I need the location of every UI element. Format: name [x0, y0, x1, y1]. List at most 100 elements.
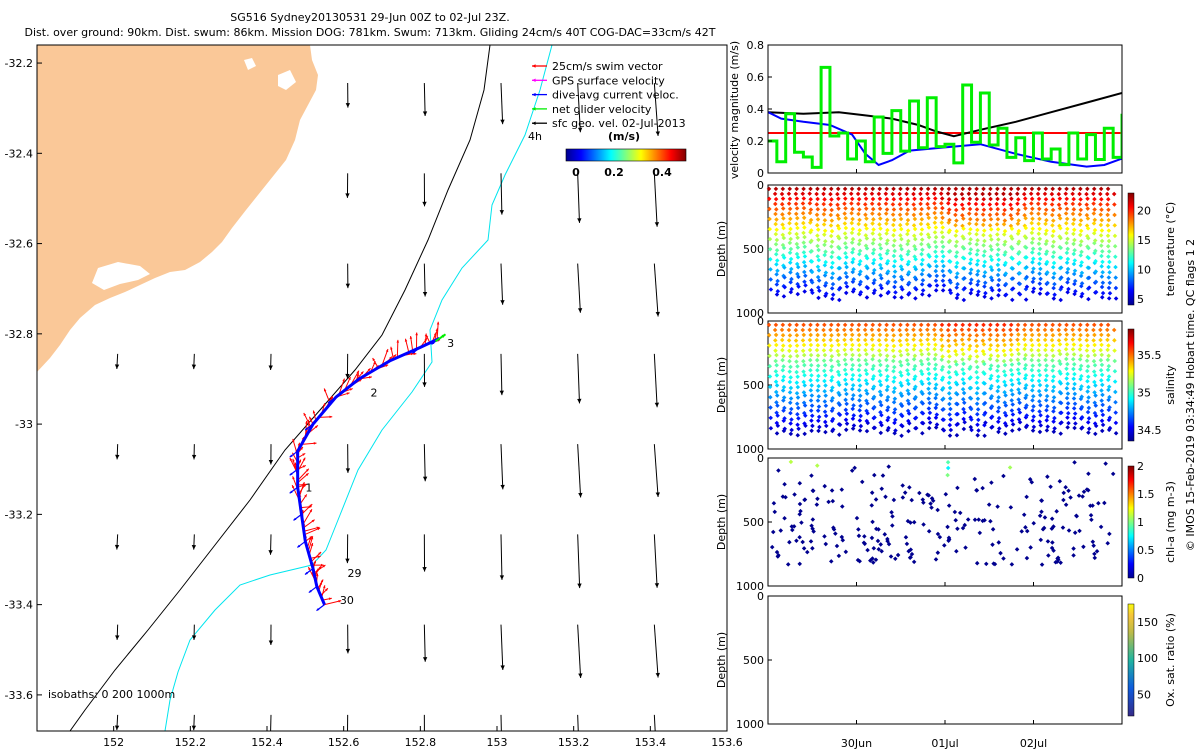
- profile-sample-mark: [782, 275, 787, 280]
- profile-sample-mark: [778, 528, 784, 533]
- profile-sample-mark: [843, 225, 849, 231]
- surface-velocity-arrow: [423, 263, 426, 297]
- profile-sample-mark: [1050, 343, 1056, 348]
- profile-sample-mark: [1096, 500, 1101, 506]
- profile-sample-mark: [1037, 409, 1042, 414]
- profile-sample-mark: [1057, 342, 1063, 347]
- profile-sample-mark: [899, 393, 905, 398]
- surface-velocity-arrow-head: [733, 672, 737, 677]
- surface-velocity-arrow-head: [422, 567, 427, 572]
- profile-sample-mark: [809, 383, 814, 388]
- profile-frame: [767, 595, 1123, 725]
- lake-shape: [278, 70, 296, 90]
- profile-sample-mark: [975, 396, 981, 402]
- profile-sample-mark: [826, 499, 831, 505]
- profile-sample-mark: [975, 375, 980, 380]
- profile-sample-mark: [824, 423, 829, 429]
- profile-sample-mark: [1030, 216, 1035, 222]
- profile-sample-mark: [774, 227, 779, 233]
- profile-sample-mark: [773, 348, 778, 353]
- profile-sample-mark: [877, 211, 882, 217]
- swim-vector-head: [436, 321, 440, 325]
- profile-sample-mark: [1070, 327, 1075, 333]
- profile-sample-mark: [1035, 327, 1041, 333]
- profile-sample-mark: [870, 186, 876, 192]
- profile-sample-mark: [940, 225, 946, 230]
- profile-sample-mark: [1017, 380, 1022, 386]
- profile-sample-mark: [933, 405, 939, 411]
- day-marker-label: 2: [371, 387, 378, 400]
- profile-sample-mark: [857, 227, 862, 233]
- profile-sample-mark: [787, 343, 793, 349]
- profile-sample-mark: [934, 254, 939, 259]
- surface-velocity-arrow-head: [422, 111, 428, 116]
- profile-sample-mark: [995, 216, 1001, 222]
- colorbar-tick-label: 50: [1137, 688, 1151, 701]
- profile-sample-mark: [913, 296, 918, 301]
- profile-sample-mark: [808, 352, 814, 358]
- profile-sample-mark: [865, 265, 870, 271]
- profile-sample-mark: [1079, 394, 1084, 399]
- profile-sample-mark: [967, 221, 972, 226]
- profile-sample-mark: [996, 395, 1001, 400]
- profile-sample-mark: [852, 465, 857, 471]
- dac-vector-head: [431, 341, 435, 345]
- profile-sample-mark: [877, 348, 882, 353]
- profile-sample-mark: [1072, 425, 1077, 431]
- profile-sample-mark: [1037, 256, 1043, 262]
- swim-vector-head: [342, 378, 345, 382]
- profile-sample-mark: [1065, 425, 1070, 430]
- profile-sample-mark: [967, 354, 973, 359]
- profile-sample-mark: [953, 222, 958, 228]
- profile-sample-mark: [1003, 260, 1008, 266]
- swim-vector-head: [292, 438, 295, 442]
- profile-sample-mark: [774, 292, 780, 297]
- profile-sample-mark: [1091, 348, 1097, 354]
- profile-sample-mark: [1071, 546, 1076, 551]
- profile-sample-mark: [933, 395, 938, 401]
- profile-sample-mark: [1063, 485, 1068, 490]
- surface-velocity-arrow-head: [114, 364, 120, 370]
- profile-sample-mark: [913, 425, 919, 431]
- profile-sample-mark: [808, 378, 813, 383]
- profile-sample-mark: [926, 416, 932, 421]
- profile-sample-mark: [886, 425, 891, 431]
- profile-sample-mark: [1036, 378, 1042, 384]
- profile-sample-mark: [906, 548, 911, 554]
- profile-sample-mark: [1066, 286, 1071, 292]
- profile-sample-mark: [768, 394, 773, 400]
- profile-sample-mark: [927, 391, 932, 396]
- profile-sample-mark: [905, 228, 911, 233]
- surface-velocity-arrow-head: [268, 365, 273, 371]
- profile-sample-mark: [1106, 228, 1112, 233]
- profile-sample-mark: [814, 212, 820, 218]
- profile-sample-mark: [884, 322, 889, 328]
- surface-velocity-arrow-head: [500, 484, 505, 490]
- profile-sample-mark: [1030, 269, 1035, 275]
- profile-sample-mark: [1056, 202, 1062, 207]
- profile-sample-mark: [1058, 361, 1063, 367]
- profile-sample-mark: [1064, 366, 1069, 372]
- profile-sample-mark: [982, 381, 987, 386]
- profile-sample-mark: [1064, 250, 1070, 256]
- lake-shape: [244, 58, 256, 70]
- profile-sample-mark: [802, 225, 807, 230]
- dac-vector-head: [289, 490, 293, 494]
- profile-sample-mark: [864, 256, 870, 261]
- profile-cbar-label: Ox. sat. ratio (%): [1164, 613, 1177, 707]
- profile-sample-mark: [794, 206, 800, 211]
- profile-sample-mark: [1037, 291, 1043, 296]
- surface-velocity-arrow-head: [268, 550, 273, 555]
- profile-sample-mark: [967, 206, 973, 212]
- profile-sample-mark: [1009, 398, 1014, 403]
- profile-sample-mark: [911, 191, 916, 197]
- profile-sample-mark: [1064, 230, 1069, 236]
- profile-sample-mark: [788, 236, 793, 242]
- profile-sample-mark: [899, 295, 904, 300]
- profile-sample-mark: [1001, 211, 1007, 217]
- profile-sample-mark: [1113, 399, 1118, 405]
- profile-sample-mark: [926, 371, 932, 376]
- profile-sample-mark: [907, 485, 912, 490]
- profile-sample-mark: [1071, 396, 1077, 401]
